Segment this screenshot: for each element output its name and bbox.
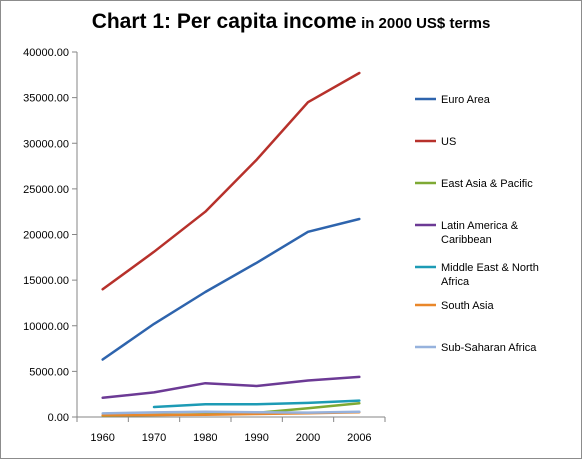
y-tick-label: 40000.00 [23, 47, 69, 59]
legend-label: Latin America & Caribbean [441, 220, 519, 246]
chart-title-main: Chart 1: Per capita income [91, 10, 357, 33]
legend: Euro Area US East Asia & Pacific Latin Amer… [415, 94, 539, 354]
series-line-4 [152, 399, 361, 409]
legend-label: East Asia & Pacific [441, 178, 533, 190]
y-tick-label: 5000.00 [29, 366, 69, 378]
series-line-3 [101, 375, 361, 400]
y-tick-label: 35000.00 [23, 93, 69, 105]
y-tick-label: 0.00 [48, 412, 69, 424]
x-tick-label: 1990 [244, 432, 268, 444]
series-line-1 [101, 71, 361, 291]
y-tick-label: 20000.00 [23, 230, 69, 242]
x-tick-label: 1960 [90, 432, 114, 444]
legend-label: US [441, 136, 456, 148]
chart-title: Chart 1: Per capita income in 2000 US$ t… [0, 10, 582, 34]
series-line-6 [101, 410, 361, 415]
chart-title-subtitle: in 2000 US$ terms [361, 15, 491, 32]
x-tick-label: 2006 [347, 432, 371, 444]
y-tick-label: 15000.00 [23, 275, 69, 287]
y-tick-label: 30000.00 [23, 138, 69, 150]
series-line-0 [101, 217, 361, 361]
x-tick-label: 1980 [193, 432, 217, 444]
legend-label: Middle East & North Africa [441, 262, 539, 288]
y-axis-ticks: 0.00 5000.00 10000.00 15000.00 20000.00 25000… [23, 47, 77, 424]
y-tick-label: 10000.00 [23, 321, 69, 333]
series-lines [101, 71, 361, 417]
legend-label: South Asia [441, 300, 494, 312]
x-tick-label: 1970 [142, 432, 166, 444]
legend-label: Sub-Saharan Africa [441, 342, 537, 354]
chart-axes [76, 52, 385, 418]
x-axis-ticks: 1960 1970 1980 1990 2000 2006 [76, 417, 386, 444]
x-tick-label: 2000 [296, 432, 320, 444]
legend-label: Euro Area [441, 94, 491, 106]
y-tick-label: 25000.00 [23, 184, 69, 196]
